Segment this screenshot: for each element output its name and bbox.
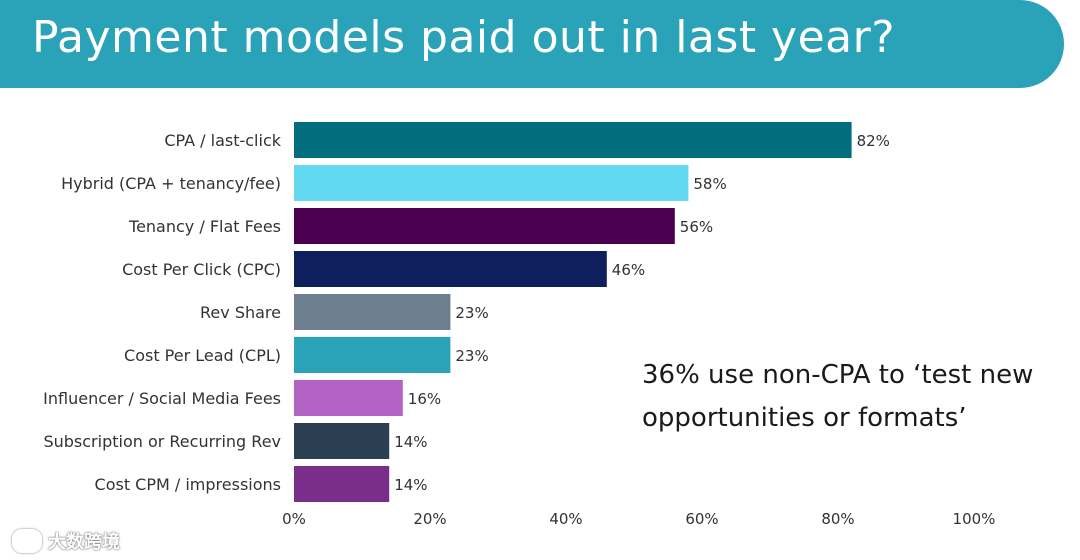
x-tick-label-4: 80% — [821, 510, 854, 528]
category-label-3: Cost Per Click (CPC) — [122, 260, 281, 279]
x-tick-label-3: 60% — [685, 510, 718, 528]
x-tick-label-1: 20% — [413, 510, 446, 528]
bar-8 — [294, 466, 390, 502]
bar-1 — [294, 165, 689, 201]
data-label-6: 16% — [408, 390, 441, 408]
category-label-0: CPA / last-click — [164, 131, 281, 150]
bar-6 — [294, 380, 403, 416]
page-title: Payment models paid out in last year? — [32, 12, 896, 63]
data-label-3: 46% — [612, 261, 645, 279]
bar-3 — [294, 251, 607, 287]
watermark-text: 大数跨境 — [48, 532, 120, 553]
category-label-7: Subscription or Recurring Rev — [43, 432, 281, 451]
data-label-1: 58% — [693, 175, 726, 193]
x-tick-label-5: 100% — [953, 510, 996, 528]
data-label-8: 14% — [394, 476, 427, 494]
data-label-4: 23% — [455, 304, 488, 322]
bar-2 — [294, 208, 675, 244]
bar-0 — [294, 122, 852, 158]
x-tick-label-0: 0% — [282, 510, 306, 528]
title-banner: Payment models paid out in last year? — [0, 0, 1064, 88]
watermark: 大数跨境 — [12, 528, 120, 554]
bar-4 — [294, 294, 451, 330]
watermark-logo-icon — [12, 529, 42, 553]
bar-5 — [294, 337, 451, 373]
category-label-1: Hybrid (CPA + tenancy/fee) — [61, 174, 281, 193]
x-tick-label-2: 40% — [549, 510, 582, 528]
data-label-7: 14% — [394, 433, 427, 451]
bar-7 — [294, 423, 390, 459]
category-label-2: Tenancy / Flat Fees — [128, 217, 281, 236]
category-label-6: Influencer / Social Media Fees — [43, 389, 281, 408]
annotation-text: 36% use non-CPA to ‘test new opportuniti… — [642, 360, 1034, 433]
data-label-0: 82% — [857, 132, 890, 150]
data-label-2: 56% — [680, 218, 713, 236]
category-label-4: Rev Share — [200, 303, 281, 322]
category-label-5: Cost Per Lead (CPL) — [124, 346, 281, 365]
category-label-8: Cost CPM / impressions — [95, 475, 281, 494]
data-label-5: 23% — [455, 347, 488, 365]
